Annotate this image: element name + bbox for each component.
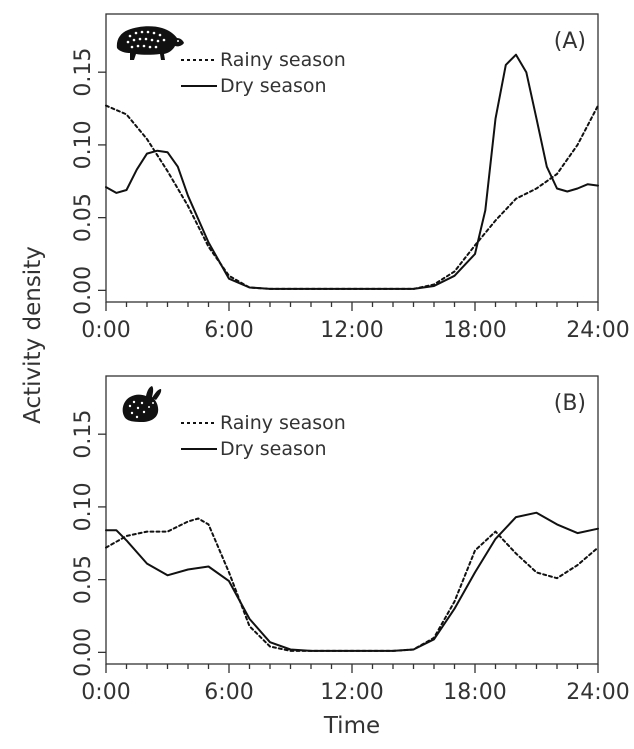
y-tick-label: 0.15 — [71, 410, 96, 459]
plot-frame — [105, 375, 599, 665]
y-tick-label: 0.10 — [71, 482, 96, 531]
legend-label-rainy: Rainy season — [220, 49, 346, 71]
x-tick-label: 0:00 — [81, 318, 130, 343]
legend-label-dry: Dry season — [220, 438, 327, 460]
x-tick-label: 24:00 — [566, 680, 629, 705]
panel-a: Rainy season Dry season 0:00 6:00 12:00 18:… — [71, 13, 630, 343]
legend-label-rainy: Rainy season — [220, 412, 346, 434]
legend: Rainy season Dry season — [181, 412, 346, 460]
x-tick-label: 18:00 — [443, 680, 506, 705]
rabbit-icon — [122, 386, 162, 422]
x-tick-label: 24:00 — [566, 318, 629, 343]
legend-label-dry: Dry season — [220, 75, 327, 97]
panel-label: (A) — [554, 29, 586, 54]
panel-b: Rainy season Dry season 0:00 6:00 12:00 18:… — [71, 375, 630, 705]
x-tick-label: 6:00 — [204, 318, 253, 343]
paca-icon — [116, 26, 184, 60]
panel-label: (B) — [554, 391, 586, 416]
x-tick-label: 12:00 — [320, 318, 383, 343]
x-tick-label: 6:00 — [204, 680, 253, 705]
y-tick-label: 0.15 — [71, 48, 96, 97]
plot-frame — [105, 13, 599, 303]
y-axis-title: Activity density — [20, 246, 46, 424]
series-line-rainy-season — [105, 517, 599, 652]
x-tick-label: 12:00 — [320, 680, 383, 705]
series-line-rainy-season — [105, 104, 599, 290]
x-tick-label: 0:00 — [81, 680, 130, 705]
series-line-dry-season — [105, 53, 599, 290]
series-line-dry-season — [105, 511, 599, 652]
legend: Rainy season Dry season — [181, 49, 346, 97]
y-tick-label: 0.00 — [71, 628, 96, 677]
x-tick-label: 18:00 — [443, 318, 506, 343]
y-tick-label: 0.05 — [71, 193, 96, 242]
x-axis-title: Time — [323, 713, 380, 739]
y-tick-label: 0.05 — [71, 555, 96, 604]
y-tick-label: 0.00 — [71, 266, 96, 315]
y-tick-label: 0.10 — [71, 120, 96, 169]
